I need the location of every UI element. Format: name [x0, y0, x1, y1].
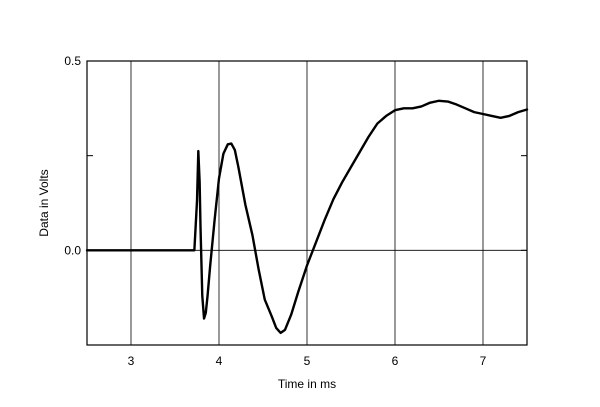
x-tick-label: 3	[128, 354, 135, 368]
x-tick-label: 4	[216, 354, 223, 368]
y-tick-label: 0.0	[64, 243, 81, 257]
x-tick-label: 6	[392, 354, 399, 368]
y-tick-label: 0.5	[64, 54, 81, 68]
series-line	[85, 99, 529, 335]
x-axis-title: Time in ms	[278, 377, 336, 391]
plot-frame	[86, 60, 528, 346]
x-tick-labels: 3 4 5 6 7	[128, 354, 487, 368]
grid	[87, 61, 527, 345]
x-tick-label: 7	[480, 354, 487, 368]
y-axis-title: Data in Volts	[37, 169, 51, 236]
x-tick-label: 5	[304, 354, 311, 368]
y-tick-labels: 0.5 0.0	[64, 54, 81, 257]
